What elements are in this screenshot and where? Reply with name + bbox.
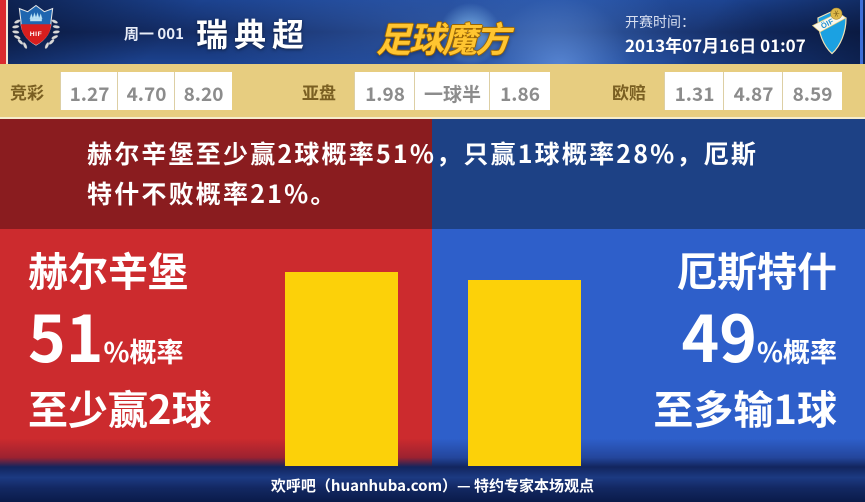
svg-text:HIF: HIF bbox=[30, 31, 42, 38]
